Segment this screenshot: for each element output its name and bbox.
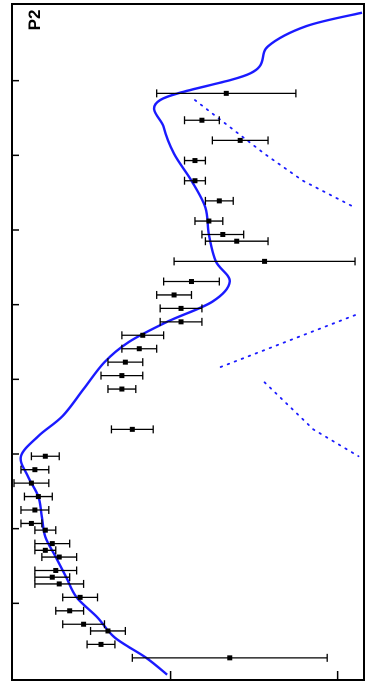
point-marker [122, 359, 128, 365]
data-point [23, 492, 53, 501]
point-marker [67, 608, 73, 614]
data-point [13, 479, 50, 488]
point-marker [77, 594, 83, 600]
point-marker [237, 137, 243, 143]
model-branch [263, 381, 360, 458]
point-marker [199, 117, 205, 123]
point-marker [178, 305, 184, 311]
point-marker [136, 346, 142, 352]
data-point [20, 519, 43, 528]
data-point [131, 653, 328, 662]
model-branch [194, 99, 356, 209]
data-point [156, 89, 297, 98]
data-point [156, 290, 193, 299]
data-point [34, 573, 71, 582]
data-point [121, 344, 158, 353]
point-marker [129, 426, 135, 432]
data-point [211, 136, 269, 145]
point-marker [227, 655, 233, 661]
point-marker [234, 238, 240, 244]
data-point [30, 452, 60, 461]
point-marker [56, 581, 62, 587]
point-marker [53, 567, 59, 573]
model-curve [19, 11, 363, 676]
point-marker [28, 480, 34, 486]
data-point [107, 358, 144, 367]
data-point [183, 156, 207, 165]
data-point [89, 626, 127, 635]
data-point [34, 566, 78, 575]
point-marker [105, 628, 111, 634]
panel-label: P2 [25, 10, 44, 31]
plot-frame [11, 3, 365, 681]
data-point [34, 546, 57, 555]
point-marker [35, 494, 41, 500]
point-marker [119, 386, 125, 392]
point-marker [32, 467, 38, 473]
data-point [194, 217, 224, 226]
point-marker [42, 527, 48, 533]
data-point [34, 579, 85, 588]
point-marker [178, 319, 184, 325]
data-point [110, 425, 154, 434]
data-point [173, 257, 356, 266]
point-marker [81, 621, 87, 627]
point-marker [98, 641, 104, 647]
point-marker [216, 198, 222, 204]
data-point [86, 640, 116, 649]
data-point [20, 506, 50, 514]
data-point [204, 237, 269, 246]
data-point [34, 539, 71, 548]
bottom-axis-ticks [169, 671, 339, 680]
data-points [13, 89, 356, 662]
point-marker [119, 373, 125, 379]
point-marker [262, 258, 268, 264]
point-marker [171, 292, 177, 298]
data-point [201, 230, 245, 239]
point-marker [220, 231, 226, 237]
point-marker [56, 554, 62, 560]
data-point [183, 116, 220, 125]
point-marker [206, 218, 212, 224]
data-point [62, 593, 99, 602]
left-axis-ticks [12, 79, 19, 605]
data-point [20, 465, 50, 474]
point-marker [42, 453, 48, 459]
data-point [162, 277, 220, 286]
point-marker [223, 90, 229, 96]
model-branches [194, 99, 360, 458]
data-point [62, 620, 106, 629]
data-point [159, 304, 203, 313]
point-marker [192, 178, 198, 184]
data-point [121, 331, 165, 340]
data-point [55, 606, 85, 615]
point-marker [49, 541, 55, 547]
point-marker [49, 574, 55, 580]
point-marker [188, 279, 194, 285]
data-point [159, 317, 203, 326]
data-point [204, 196, 234, 205]
model-branch [214, 314, 356, 370]
point-marker [32, 507, 38, 513]
point-marker [28, 520, 34, 526]
data-point [183, 176, 207, 185]
point-marker [42, 547, 48, 553]
data-point [41, 553, 78, 562]
point-marker [192, 158, 198, 164]
data-point [34, 526, 57, 535]
point-marker [140, 332, 146, 338]
data-point [107, 385, 137, 394]
data-point [100, 371, 144, 380]
